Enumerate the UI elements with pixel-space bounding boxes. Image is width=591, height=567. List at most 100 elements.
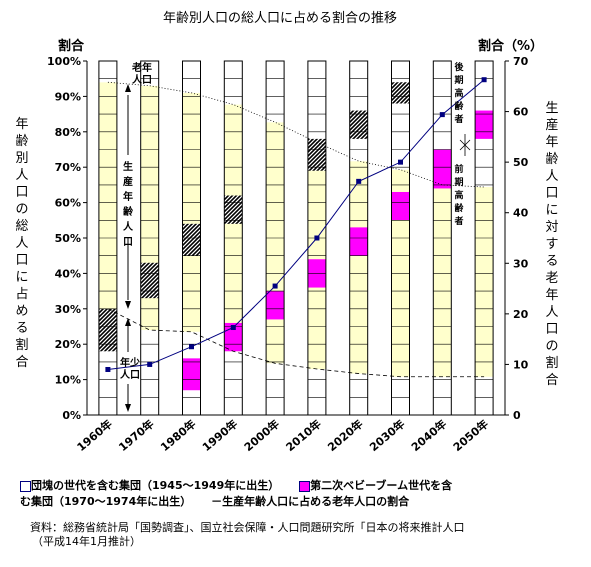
ratio-point-4 [272,283,278,289]
right-tick-label: 60 [513,106,529,119]
annot-young-1: 年少 [120,356,140,369]
left-tick-label: 80% [55,126,81,139]
bar-working-6 [349,161,368,374]
source-line-1: 資料：総務省統計局「国勢調査」、国立社会保障・人口問題研究所「日本の将来推計人口 [30,521,465,534]
left-tick-label: 0% [62,409,81,422]
source-line-2: （平成14年1月推計） [32,535,141,548]
annot-working: 生産年齢人口 [123,160,134,248]
x-tick-label-8: 2040年 [408,417,449,454]
band-dankai-5 [307,138,326,171]
band-dankai-3 [224,195,243,224]
band-baby-boom-7 [391,191,410,221]
x-tick-label-3: 1990年 [199,417,240,454]
left-tick-label: 100% [47,55,81,68]
x-tick-label-1: 1970年 [116,417,157,454]
legend-label-baby-boom-1: 第二次ベビーブーム世代を含 [310,479,453,492]
right-tick-label: 70 [513,55,529,68]
left-tick-label: 70% [55,161,81,174]
bar-working-9 [475,187,494,377]
left-axis-header: 割合 [58,38,85,54]
right-axis-title: 生産年齢人口に対する老年人口の割合 [545,101,558,388]
right-tick-label: 20 [513,308,529,321]
ratio-point-7 [398,159,403,165]
band-dankai-2 [182,223,201,256]
band-baby-boom-9 [475,110,494,139]
ratio-point-1 [147,361,153,367]
annot-young-arrow-head-up [125,318,131,326]
ratio-point-5 [314,235,320,241]
annot-working-arrow-head-down [125,301,131,309]
ratio-point-6 [356,178,362,184]
bar-elderly-2 [182,61,201,93]
left-tick-label: 60% [55,197,81,210]
legend-label-dankai: 団塊の世代を含む集団（1945～1949年に出生） [31,479,280,492]
band-dankai-1 [140,262,159,299]
young-boundary-line [107,308,485,378]
right-tick-label: 40 [513,207,529,220]
band-dankai-7 [391,82,410,104]
ratio-point-2 [189,344,194,350]
chart-title: 年齢別人口の総人口に占める割合の推移 [163,10,397,26]
bar-young-1 [140,330,159,415]
left-tick-label: 50% [55,232,81,245]
right-tick-label: 0 [513,409,521,422]
band-dankai-0 [98,308,117,352]
bar-working-2 [182,92,201,332]
band-baby-boom-4 [266,291,285,320]
ratio-point-9 [481,77,487,83]
bar-working-8 [433,184,452,377]
x-tick-label-0: 1960年 [74,417,115,454]
annot-young-arrow-head-down [125,404,131,412]
left-axis-title: 年齢別人口の総人口に占める割合 [15,117,28,370]
bar-young-8 [433,376,452,415]
right-tick-label: 30 [513,257,529,270]
right-axis-header: 割合（%） [478,38,543,54]
bar-working-0 [98,82,117,309]
annot-elderly-1: 老年 [131,61,152,74]
annot-elderly-split-mark-2 [459,139,471,151]
annot-early-elderly: 前期高齢者 [453,163,464,227]
bar-young-6 [349,373,368,415]
bar-elderly-1 [140,61,159,86]
x-tick-label-2: 1980年 [158,417,199,454]
left-tick-label: 90% [55,90,81,103]
bar-young-7 [391,376,410,415]
bar-young-9 [475,376,494,415]
right-tick-label: 50 [513,156,529,169]
x-tick-label-7: 2030年 [367,417,408,454]
ratio-point-8 [439,112,445,118]
annot-elderly-2: 人口 [132,73,152,86]
lines-layer [105,77,487,378]
bar-young-3 [224,351,243,415]
x-tick-label-4: 2000年 [241,417,282,454]
bar-working-3 [224,104,243,352]
x-tick-label-5: 2010年 [283,417,324,454]
band-dankai-6 [349,110,368,139]
annotations-layer: 年齢別人口の総人口に占める割合生産年齢人口に対する老年人口の割合老年人口生産年齢… [15,61,559,412]
bar-elderly-4 [266,61,285,123]
left-tick-label: 40% [55,267,81,280]
annot-young-2: 人口 [120,368,140,381]
bar-working-4 [266,122,285,364]
bar-young-5 [307,368,326,415]
band-baby-boom-2 [182,358,201,391]
annot-working-arrow-head-up [125,84,131,92]
bar-young-4 [266,363,285,415]
bar-elderly-3 [224,61,243,105]
x-tick-label-9: 2050年 [450,417,491,454]
ratio-line [107,79,485,370]
bar-elderly-0 [98,61,117,83]
bar-elderly-7 [391,61,410,170]
right-tick-label: 10 [513,358,529,371]
left-tick-label: 10% [55,374,81,387]
legend-swatch-baby-boom [299,480,311,492]
legend-label-baby-boom-2: む集団（1970～1974年に出生） [20,495,192,508]
bars-layer [98,60,494,416]
legend-label-ratio-line: －生産年齢人口に占める老年人口の割合 [211,495,410,508]
ratio-point-0 [105,366,111,372]
left-tick-label: 20% [55,338,81,351]
legend: 団塊の世代を含む集団（1945～1949年に出生） 第二次ベビーブーム世代を含 … [20,478,585,510]
source-note: 資料：総務省統計局「国勢調査」、国立社会保障・人口問題研究所「日本の将来推計人口… [30,521,590,549]
left-tick-label: 30% [55,303,81,316]
